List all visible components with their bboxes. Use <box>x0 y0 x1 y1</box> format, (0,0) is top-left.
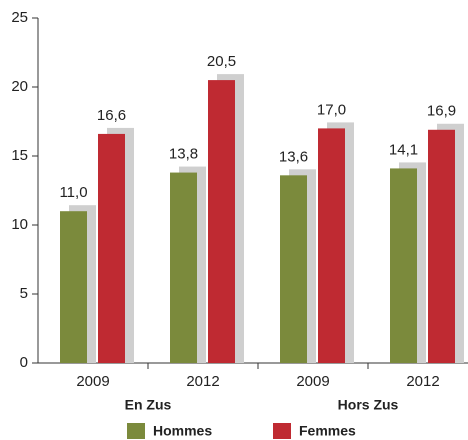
x-tick-label: 2009 <box>76 373 109 390</box>
y-tick-label: 15 <box>11 147 28 164</box>
bar <box>318 128 345 363</box>
y-tick-label: 10 <box>11 216 28 233</box>
value-label: 11,0 <box>59 184 87 201</box>
value-label: 13,6 <box>279 148 308 165</box>
value-label: 17,0 <box>317 101 346 118</box>
legend-label: Hommes <box>153 423 212 439</box>
bar <box>60 211 87 363</box>
x-tick-label: 2012 <box>406 373 439 390</box>
x-tick-label: 2009 <box>296 373 329 390</box>
value-label: 16,9 <box>427 103 456 120</box>
y-tick-label: 25 <box>11 9 28 26</box>
bar <box>280 175 307 363</box>
bar <box>208 80 235 363</box>
legend-swatch <box>273 423 291 439</box>
value-label: 20,5 <box>207 53 236 70</box>
y-tick-label: 0 <box>20 354 28 371</box>
bar <box>390 168 417 363</box>
legend-label: Femmes <box>299 423 356 439</box>
value-label: 16,6 <box>97 107 126 124</box>
y-tick-label: 5 <box>20 285 28 302</box>
legend-swatch <box>127 423 145 439</box>
value-label: 13,8 <box>169 146 198 163</box>
group-label: En Zus <box>125 397 172 413</box>
y-tick-label: 20 <box>11 78 28 95</box>
x-tick-label: 2012 <box>186 373 219 390</box>
bar <box>98 133 125 363</box>
bar <box>428 129 455 363</box>
value-label: 14,1 <box>389 141 418 158</box>
bar <box>170 172 197 363</box>
group-label: Hors Zus <box>338 397 399 413</box>
